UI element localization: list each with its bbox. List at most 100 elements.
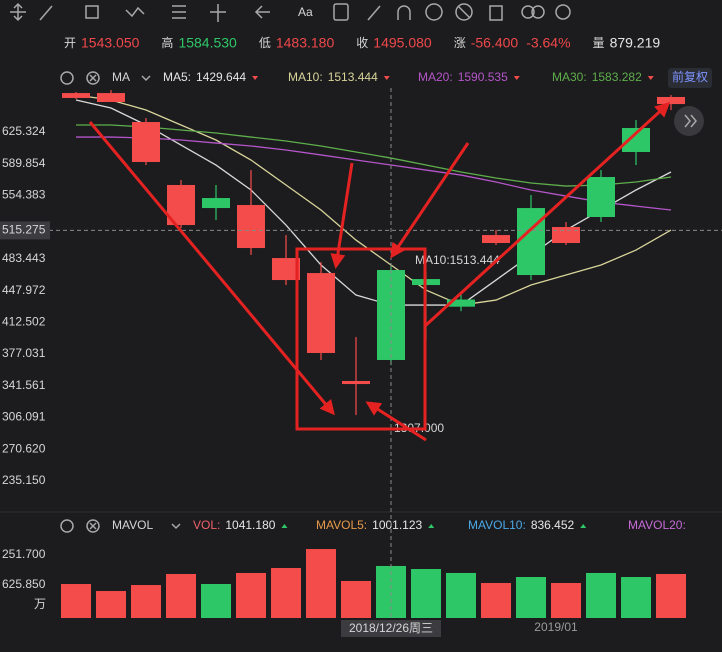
annotations — [88, 101, 671, 442]
quote-value: 1543.050 — [81, 35, 140, 51]
quote-value: 1495.080 — [373, 35, 432, 51]
volume-bar — [61, 584, 91, 618]
quote-label: 高 — [161, 35, 173, 50]
crosshair-value: 515.275 — [2, 223, 46, 237]
y-tick-label: 235.150 — [2, 473, 46, 487]
legend-toggle — [513, 76, 520, 80]
main-legend: MA 前复权 — [60, 68, 712, 136]
legend-name: VOL: — [193, 518, 220, 532]
crosshair-date-bg — [341, 620, 441, 637]
quote-value: 1483.180 — [276, 35, 335, 51]
volume-bar — [131, 585, 161, 618]
legend-name: MA30: — [552, 70, 587, 84]
quote-label: 开 — [64, 36, 76, 50]
x-tick-label: 2019/01 — [534, 620, 578, 634]
crosshair-date: 2018/12/26周三 — [349, 621, 433, 635]
quote-value: -3.64% — [526, 35, 570, 51]
expand-button[interactable] — [674, 106, 704, 136]
volume-axis-label: 625.850 — [2, 577, 46, 591]
volume-bar — [656, 573, 686, 618]
legend-value: 836.452 — [531, 518, 575, 532]
volume-indicator-selector[interactable]: MAVOL — [112, 518, 153, 532]
y-tick-label: 483.443 — [2, 251, 46, 265]
volume-bar — [586, 572, 616, 618]
ma-legend: MA5: 1429.644 MA10: 1513.444 MA20: 1590.535 MA… — [163, 70, 686, 532]
text-tool-icon[interactable]: Aa — [298, 5, 313, 19]
volume-bar — [96, 591, 126, 618]
legend-name: MAVOL5: — [316, 518, 367, 532]
volume-bar — [341, 580, 371, 618]
arrow — [365, 401, 427, 442]
ma-line — [76, 124, 672, 187]
candle-body — [202, 198, 230, 209]
y-tick-label: 554.383 — [2, 188, 46, 202]
volume-bar — [411, 569, 441, 618]
indicator-selector[interactable]: MA — [112, 70, 130, 84]
legend-name: MA20: — [418, 70, 453, 84]
quote-value: 879.219 — [610, 35, 661, 51]
candle-body — [447, 299, 475, 307]
candle-body — [132, 122, 160, 162]
candle-body — [307, 273, 335, 354]
highlight-box — [295, 247, 427, 431]
adjust-button-bg[interactable] — [668, 68, 712, 88]
arrow — [330, 162, 354, 269]
legend-value: 1513.444 — [328, 70, 378, 84]
adjust-button[interactable]: 前复权 — [672, 69, 708, 84]
volume-bar — [166, 573, 196, 618]
legend-value: 1583.282 — [592, 70, 642, 84]
legend-toggle — [281, 524, 288, 528]
legend-value: 1041.180 — [225, 518, 275, 532]
quote-label: 量 — [593, 36, 605, 50]
legend-value: 1429.644 — [196, 70, 246, 84]
legend-value: 1590.535 — [458, 70, 508, 84]
candle-body — [97, 93, 125, 102]
y-tick-label: 306.091 — [2, 410, 46, 424]
candle-body — [517, 208, 545, 276]
legend-toggle — [252, 76, 259, 80]
volume-bar — [201, 584, 231, 618]
ma-line — [75, 94, 672, 306]
y-tick-label: 270.620 — [2, 441, 46, 455]
y-tick-label: 625.324 — [2, 124, 46, 138]
quote-label: 收 — [356, 36, 368, 50]
volume-bar — [236, 572, 266, 618]
candle-body — [657, 96, 685, 105]
arrow — [88, 121, 335, 416]
toolbar: Aa — [10, 2, 571, 22]
ma-line — [76, 136, 672, 211]
candle-body — [622, 128, 650, 152]
volume-bar — [551, 583, 581, 618]
candle-body — [342, 380, 370, 385]
plot: 625.324 589.854 554.383 483.443 447.972 412.5… — [0, 88, 722, 637]
crosshair-tooltip: MA10:1513.444 — [415, 253, 500, 267]
volume-bar — [516, 577, 546, 618]
quote-label: 低 — [259, 36, 271, 50]
quote-row: 开 1543.050 高 1584.530 低 1483.180 收 1495.080 涨 -56… — [64, 35, 660, 51]
y-tick-label: 447.972 — [2, 283, 46, 297]
y-tick-label: 589.854 — [2, 156, 46, 170]
volume-bar — [446, 572, 476, 618]
candle-body — [237, 205, 265, 249]
candle-body — [272, 258, 300, 281]
candle-body — [482, 235, 510, 244]
y-tick-label: 412.502 — [2, 315, 46, 329]
legend-toggle — [580, 524, 587, 528]
legend-name: MA10: — [288, 70, 323, 84]
candle-body — [552, 227, 580, 244]
volume-bar — [271, 567, 301, 618]
crosshair-label-bg — [0, 221, 50, 240]
legend-toggle — [647, 76, 654, 80]
volume-bar — [481, 583, 511, 618]
arrow — [423, 101, 671, 328]
candle-body — [587, 177, 615, 217]
volume-axis-label: 万 — [34, 597, 46, 611]
volume-legend: MAVOL — [60, 518, 181, 533]
legend-value: 1001.123 — [372, 518, 422, 532]
y-tick-label: 341.561 — [2, 378, 46, 392]
candle-body — [62, 93, 90, 98]
ma-line — [75, 99, 672, 306]
